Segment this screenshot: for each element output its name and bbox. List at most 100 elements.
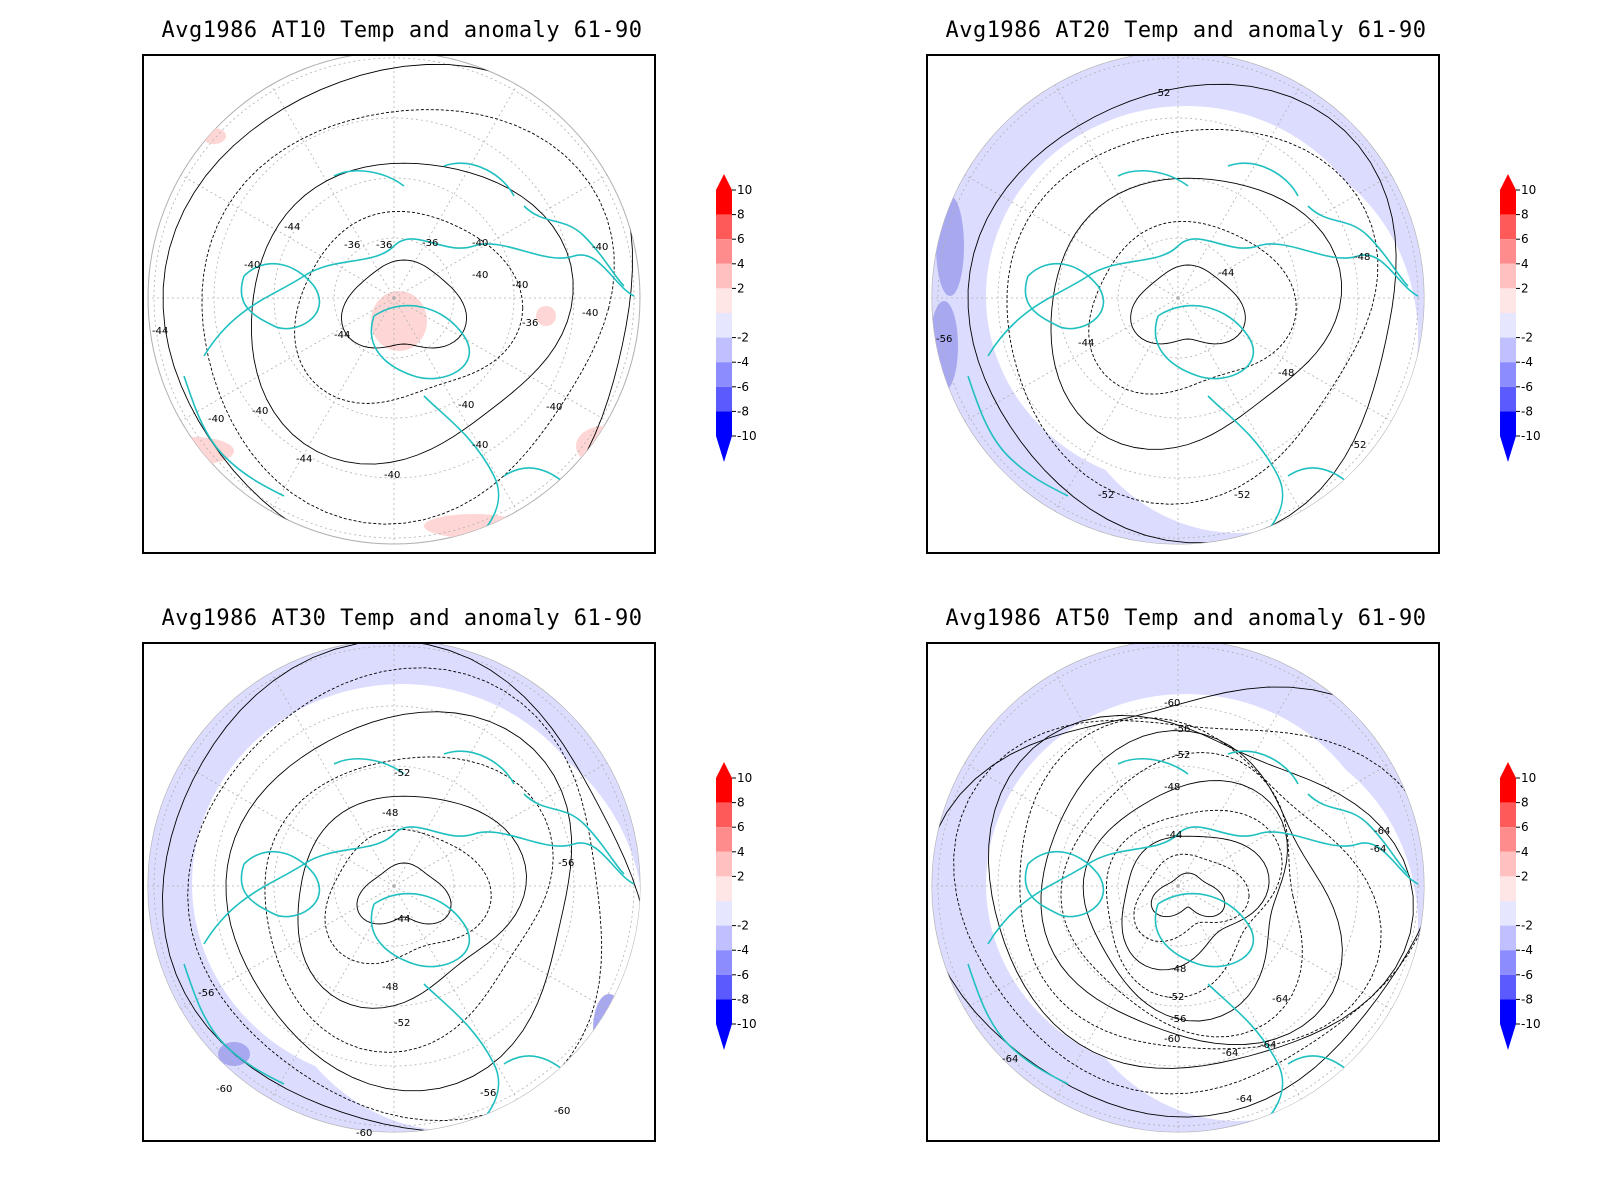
colorbar-label: 2: [1521, 281, 1529, 295]
meridian-line: [393, 885, 608, 1010]
contour-label: -56: [480, 1088, 496, 1099]
contour-label: -52: [394, 768, 410, 779]
contour-label: -40: [472, 270, 488, 281]
contour-label: -44: [1218, 268, 1234, 279]
isotherm: [967, 83, 1397, 544]
isotherm: [201, 109, 615, 525]
colorbar: 10 8 6 4 2 -2 -4 -6 -8 -10: [716, 174, 757, 462]
colorbar-swatch: [716, 288, 732, 313]
isotherm: [251, 162, 574, 465]
panel-title: Avg1986 AT10 Temp and anomaly 61-90: [161, 18, 643, 43]
coastline: [1154, 892, 1255, 968]
colorbar-label: 6: [1521, 232, 1529, 246]
contour-label: -40: [512, 280, 528, 291]
colorbar-swatch: [716, 239, 732, 264]
meridian-line: [270, 885, 395, 1100]
colorbar: 10 8 6 4 2 -2 -4 -6 -8 -10: [1500, 762, 1541, 1050]
anomaly-fill: [154, 437, 234, 465]
contour-label: -36: [344, 240, 360, 251]
coastline: [987, 238, 1419, 357]
colorbar-label: 6: [1521, 820, 1529, 834]
meridian-line: [1177, 885, 1392, 1010]
anomaly-fill: [264, 721, 640, 1131]
contour-label: -60: [554, 1106, 570, 1117]
isotherm: [324, 828, 492, 965]
contour-label: -64: [1002, 1054, 1018, 1065]
coastline: [240, 850, 321, 918]
colorbar-swatch: [716, 950, 732, 975]
colorbar-swatch: [716, 802, 732, 828]
isotherm: [1082, 780, 1288, 1022]
meridian-line: [1054, 672, 1179, 887]
colorbar-swatch: [1500, 386, 1516, 412]
colorbar-label: -6: [737, 968, 749, 982]
isotherm: [1105, 809, 1283, 999]
meridian-line: [180, 297, 395, 422]
colorbar-label: -10: [1521, 429, 1541, 443]
meridian-line: [393, 297, 608, 422]
contour-label: -48: [1354, 252, 1370, 263]
meridian-line: [1054, 297, 1179, 512]
isotherm: [1060, 752, 1303, 1038]
contour-label: -40: [592, 242, 608, 253]
meridian-line: [393, 672, 518, 887]
coastline: [1024, 850, 1105, 918]
coastline: [967, 375, 1069, 497]
contour-label: -64: [1374, 826, 1390, 837]
coastline: [203, 238, 635, 357]
colorbar-swatch: [1500, 411, 1516, 436]
coastline: [1307, 205, 1409, 287]
colorbar-label: 6: [737, 820, 745, 834]
contour-label: -40: [458, 400, 474, 411]
colorbar-label: 8: [737, 208, 745, 222]
colorbar-label: 4: [1521, 257, 1529, 271]
coastline: [523, 205, 625, 287]
anomaly-fill: [593, 994, 625, 1064]
contour-label: -44: [152, 326, 168, 337]
contour-label: -60: [1164, 1034, 1180, 1045]
polar-map: -44 -36 -36 -36 -40 -40 -40 -44 -44 -40 -40 -36 -40 -…: [142, 54, 656, 554]
contour-label: -44: [334, 330, 350, 341]
contour-label: -56: [198, 988, 214, 999]
meridian-line: [964, 762, 1179, 887]
coastline: [1307, 793, 1409, 875]
colorbar-label: -6: [737, 380, 749, 394]
colorbar-label: -8: [737, 404, 749, 418]
colorbar-swatch: [1500, 263, 1516, 289]
colorbar-swatch: [716, 901, 732, 926]
contour-label: -44: [284, 222, 300, 233]
contour-label: -40: [472, 238, 488, 249]
colorbar-label: 8: [1521, 796, 1529, 810]
meridian-line: [180, 762, 395, 887]
contour-label: -52: [1234, 490, 1250, 501]
anomaly-fill: [1058, 731, 1418, 1121]
isotherm: [340, 259, 468, 349]
meridian-line: [1177, 84, 1302, 299]
contour-label: -40: [244, 260, 260, 271]
contour-label: -64: [1272, 994, 1288, 1005]
anomaly-fill: [576, 426, 632, 466]
contour-label: -56: [1174, 724, 1190, 735]
anomaly-fill: [202, 128, 226, 144]
meridian-line: [964, 174, 1179, 299]
anomaly-fill: [371, 291, 427, 351]
colorbar-swatch: [716, 925, 732, 951]
coastline: [203, 826, 635, 945]
meridian-line: [393, 885, 518, 1100]
isotherm: [1121, 835, 1270, 971]
colorbar-swatch: [716, 190, 732, 215]
colorbar-label: 4: [737, 257, 745, 271]
contour-label: -52: [394, 1018, 410, 1029]
colorbar-swatch: [716, 974, 732, 1000]
colorbar-swatch: [716, 411, 732, 436]
coastline: [183, 963, 285, 1085]
coastline: [1117, 162, 1299, 197]
contour-label: -40: [582, 308, 598, 319]
meridian-line: [1177, 297, 1302, 512]
anomaly-fill: [536, 306, 556, 326]
colorbar-label: 2: [737, 869, 745, 883]
colorbar-swatch: [1500, 337, 1516, 363]
colorbar-label: 2: [737, 281, 745, 295]
colorbar-arrow-down: [1500, 436, 1516, 462]
polar-map: -52 -48 -44 -48 -52 -56 -56 -60 -60 -60 -56: [142, 642, 656, 1142]
